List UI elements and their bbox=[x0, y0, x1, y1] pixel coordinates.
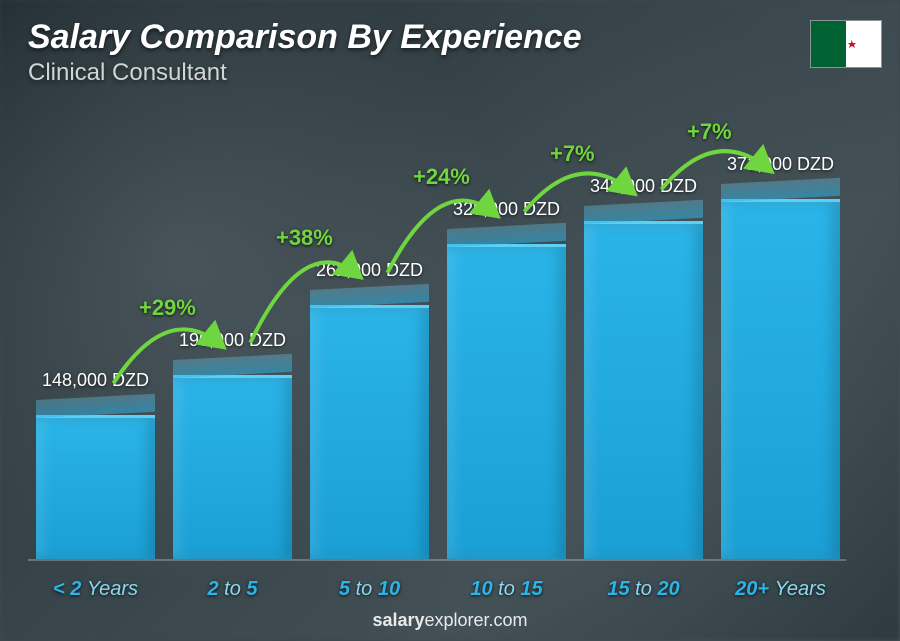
x-label: 10 to 15 bbox=[447, 578, 566, 601]
flag-emblem bbox=[831, 29, 861, 59]
increase-arc bbox=[524, 173, 631, 211]
page-title: Salary Comparison By Experience bbox=[28, 18, 582, 57]
x-label: 5 to 10 bbox=[310, 578, 429, 601]
x-axis-labels: < 2 Years 2 to 5 5 to 10 10 to 15 15 to 20 20… bbox=[36, 578, 840, 601]
x-label: < 2 Years bbox=[36, 578, 155, 601]
x-label: 15 to 20 bbox=[584, 578, 703, 601]
country-flag-algeria bbox=[810, 20, 882, 68]
footer-rest: explorer.com bbox=[425, 610, 528, 630]
increase-arc bbox=[661, 151, 768, 189]
footer-brand: salaryexplorer.com bbox=[0, 610, 900, 631]
increase-arc bbox=[387, 200, 494, 272]
x-label: 2 to 5 bbox=[173, 578, 292, 601]
increase-percent-label: +24% bbox=[413, 164, 470, 190]
increase-percent-label: +7% bbox=[550, 141, 595, 167]
footer-bold: salary bbox=[372, 610, 424, 630]
increase-percent-label: +29% bbox=[139, 295, 196, 321]
increase-arc bbox=[250, 262, 357, 342]
increase-percent-label: +38% bbox=[276, 225, 333, 251]
increase-percent-label: +7% bbox=[687, 119, 732, 145]
increase-arcs bbox=[36, 130, 840, 559]
chart-area: 148,000 DZD190,000 DZD262,000 DZD325,000… bbox=[36, 130, 840, 559]
x-label: 20+ Years bbox=[721, 578, 840, 601]
page-subtitle: Clinical Consultant bbox=[28, 59, 582, 87]
increase-arc bbox=[113, 329, 220, 383]
chart-baseline bbox=[28, 559, 846, 561]
header: Salary Comparison By Experience Clinical… bbox=[28, 18, 582, 87]
